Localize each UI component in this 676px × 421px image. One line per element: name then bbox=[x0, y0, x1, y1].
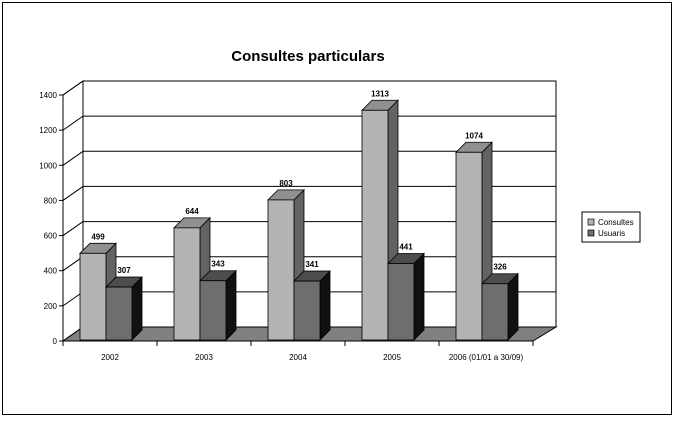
x-tick-label: 2006 (01/01 a 30/09) bbox=[449, 353, 524, 362]
gridline-side bbox=[62, 186, 84, 201]
bar-side-usuaris bbox=[319, 270, 331, 341]
bar-usuaris bbox=[105, 286, 133, 341]
y-tick-label: 800 bbox=[44, 196, 58, 205]
data-label-usuaris: 341 bbox=[305, 260, 319, 269]
y-tick-label: 1000 bbox=[39, 161, 57, 170]
y-tick-label: 1200 bbox=[39, 126, 57, 135]
chart-frame: Consultes particulars 0 200 400 600 800 1000 1… bbox=[2, 2, 672, 415]
y-tick-label: 0 bbox=[53, 337, 58, 346]
x-tick-label: 2002 bbox=[101, 353, 119, 362]
y-axis: 0 200 400 600 800 1000 1200 1400 bbox=[39, 91, 64, 346]
bar-side-usuaris bbox=[131, 276, 143, 341]
y-tick-label: 1400 bbox=[39, 91, 57, 100]
bars bbox=[79, 99, 519, 341]
gridline-side bbox=[62, 80, 84, 96]
gridline-side bbox=[62, 115, 84, 131]
bar-usuaris bbox=[293, 280, 321, 341]
x-tick-label: 2005 bbox=[383, 353, 401, 362]
data-label-usuaris: 326 bbox=[493, 263, 507, 272]
y-tick-label: 400 bbox=[44, 267, 58, 276]
data-label-usuaris: 307 bbox=[117, 266, 131, 275]
bar-side-usuaris bbox=[507, 272, 519, 341]
bar-side-usuaris bbox=[413, 252, 425, 341]
x-tick-label: 2003 bbox=[195, 353, 213, 362]
bar-usuaris bbox=[387, 263, 415, 341]
data-label-consultes: 644 bbox=[185, 207, 199, 216]
bar-usuaris bbox=[481, 283, 509, 341]
legend-swatch-consultes bbox=[587, 218, 595, 226]
gridline-side bbox=[62, 150, 84, 166]
chart-canvas: Consultes particulars 0 200 400 600 800 1000 1… bbox=[39, 48, 641, 362]
legend-swatch-usuaris bbox=[587, 229, 595, 237]
y-tick-label: 600 bbox=[44, 232, 58, 241]
bar-consultes bbox=[361, 109, 389, 341]
legend-box bbox=[581, 211, 641, 243]
legend-label-consultes: Consultes bbox=[598, 218, 634, 227]
bar-consultes bbox=[173, 227, 201, 341]
data-label-consultes: 1074 bbox=[465, 131, 483, 140]
data-labels: 499 307 644 343 803 341 1313 441 1074 326 bbox=[91, 89, 507, 275]
data-label-consultes: 499 bbox=[91, 232, 105, 241]
chart-title: Consultes particulars bbox=[231, 48, 384, 65]
gridline-side bbox=[62, 221, 84, 236]
legend: Consultes Usuaris bbox=[581, 211, 641, 243]
data-label-consultes: 1313 bbox=[371, 89, 389, 98]
legend-label-usuaris: Usuaris bbox=[598, 229, 625, 238]
x-tick-label: 2004 bbox=[289, 353, 307, 362]
bar-consultes bbox=[267, 199, 295, 341]
bar-usuaris bbox=[199, 280, 227, 341]
x-axis: 2002 2003 2004 2005 2006 (01/01 a 30/09) bbox=[62, 340, 534, 362]
data-label-usuaris: 343 bbox=[211, 260, 225, 269]
y-tick-label: 200 bbox=[44, 302, 58, 311]
bar-consultes bbox=[455, 151, 483, 341]
bar-side-usuaris bbox=[225, 269, 237, 341]
data-label-consultes: 803 bbox=[279, 179, 293, 188]
data-label-usuaris: 441 bbox=[399, 243, 413, 252]
bar-consultes bbox=[79, 252, 107, 341]
